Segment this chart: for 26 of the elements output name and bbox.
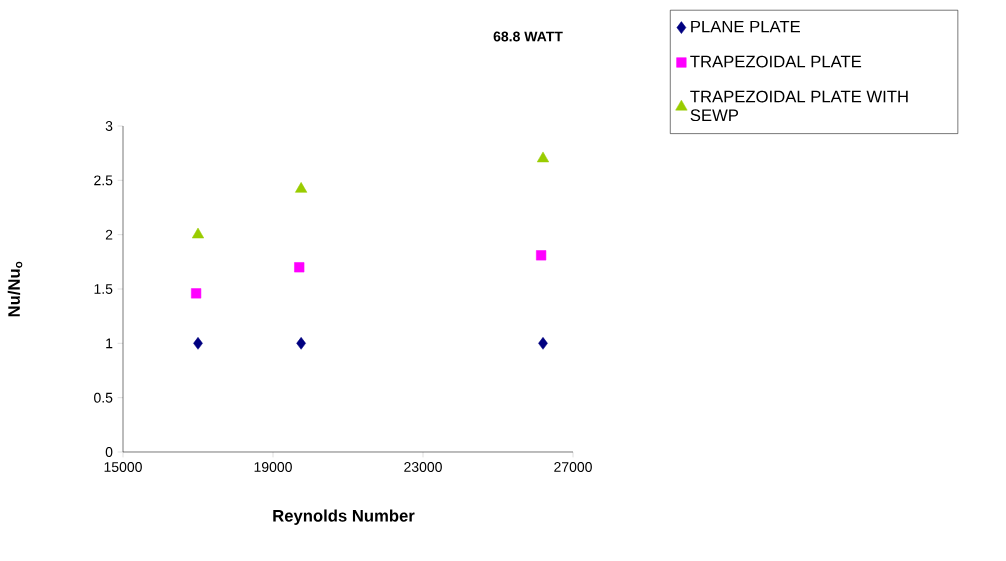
x-axis-title: Reynolds Number [273, 509, 415, 525]
point [296, 337, 306, 350]
y-tick-label: 0.5 [94, 392, 113, 403]
point [294, 262, 305, 273]
legend-label: TRAPEZOIDAL PLATE WITH SEWP [690, 90, 908, 122]
y-tick-label: 3 [105, 121, 113, 131]
y-axis-title: Nu/Nu$_{o}$ [7, 261, 23, 317]
legend-label: TRAPEZOIDAL PLATE [690, 55, 862, 68]
x-tick-label: 27000 [554, 462, 592, 472]
legend-label: PLANE PLATE [691, 20, 800, 33]
x-tick-label: 19000 [254, 462, 292, 472]
y-tick-label: 2 [105, 229, 113, 240]
y-tick-label: 2.5 [94, 175, 113, 186]
y-tick-label: 1 [106, 338, 113, 349]
point [191, 288, 202, 299]
x-tick-label: 23000 [404, 462, 442, 472]
point [538, 337, 548, 350]
x-tick-label: 15000 [104, 462, 142, 472]
point [193, 337, 203, 350]
point [295, 182, 308, 193]
point [191, 227, 205, 239]
point [536, 151, 550, 163]
chart-title: 68.8 WATT [493, 31, 563, 42]
y-tick-label: 1.5 [94, 284, 113, 294]
y-tick-label: 0 [105, 447, 113, 457]
point [536, 250, 547, 261]
